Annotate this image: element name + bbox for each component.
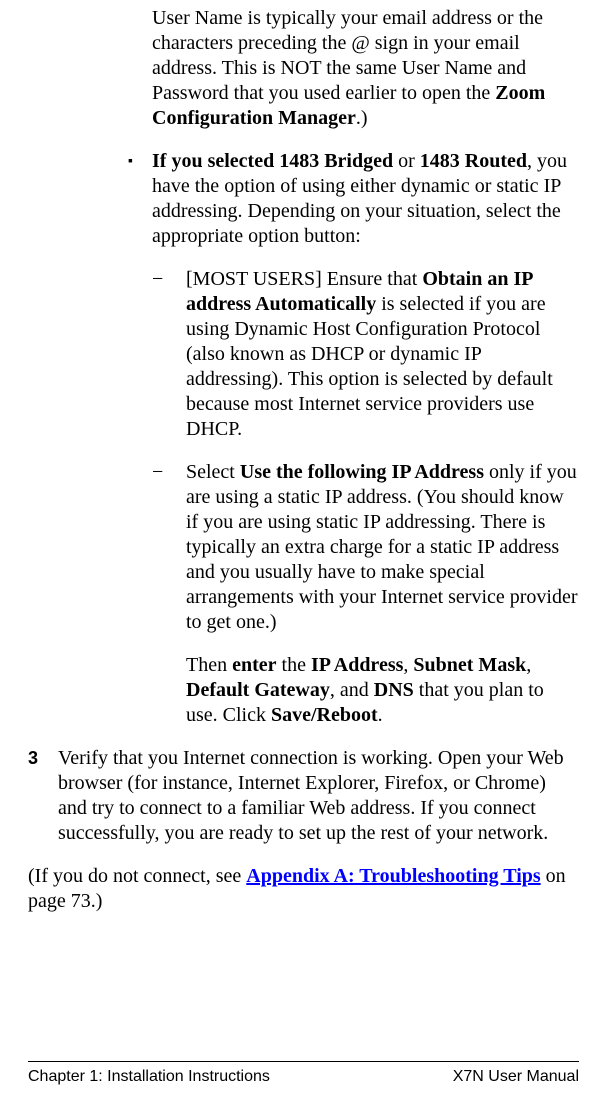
appendix-link[interactable]: Appendix A: Troubleshooting Tips: [246, 865, 540, 887]
b2: IP Address: [311, 654, 403, 676]
sub-item-static-ip: − Select Use the following IP Address on…: [152, 460, 579, 635]
sub2-pre: Select: [186, 461, 240, 483]
bullet-mid: or: [393, 150, 420, 172]
intro-post: .): [356, 107, 368, 129]
sub-item-obtain-auto: − [MOST USERS] Ensure that Obtain an IP …: [152, 267, 579, 442]
footer-manual: X7N User Manual: [453, 1068, 579, 1086]
page-content: User Name is typically your email addres…: [28, 0, 579, 914]
dash-bullet-icon: −: [152, 460, 186, 635]
t1: Then: [186, 654, 232, 676]
b4: Default Gateway: [186, 679, 330, 701]
sub1-pre: [MOST USERS] Ensure that: [186, 268, 422, 290]
t5: , and: [330, 679, 374, 701]
troubleshoot-note: (If you do not connect, see Appendix A: …: [28, 864, 579, 914]
t2: the: [277, 654, 311, 676]
b6: Save/Reboot: [271, 704, 378, 726]
step-3: 3 Verify that you Internet connection is…: [28, 746, 579, 846]
sub1-text: [MOST USERS] Ensure that Obtain an IP ad…: [186, 267, 579, 442]
step3-text: Verify that you Internet connection is w…: [58, 746, 579, 846]
footer-chapter: Chapter 1: Installation Instructions: [28, 1068, 270, 1086]
t3: ,: [403, 654, 413, 676]
note-pre: (If you do not connect, see: [28, 865, 246, 887]
sub2-continue: Then enter the IP Address, Subnet Mask , …: [186, 653, 579, 728]
t7: .: [378, 704, 383, 726]
intro-pre: User Name is typically your email addres…: [152, 7, 543, 104]
dash-bullet-icon: −: [152, 267, 186, 442]
sub1-post: is selected if you are using Dynamic Hos…: [186, 293, 553, 440]
sub2-bold: Use the following IP Address: [240, 461, 484, 483]
b3: Subnet Mask: [413, 654, 526, 676]
step-number: 3: [28, 746, 58, 846]
b5: DNS: [374, 679, 414, 701]
sub2-post: only if you are using a static IP addres…: [186, 461, 578, 633]
bullet-1483: ▪ If you selected 1483 Bridged or 1483 R…: [128, 149, 579, 249]
page-footer: Chapter 1: Installation Instructions X7N…: [28, 1061, 579, 1086]
t4: ,: [526, 654, 531, 676]
b1: enter: [232, 654, 276, 676]
square-bullet-icon: ▪: [128, 149, 152, 249]
intro-paragraph: User Name is typically your email addres…: [152, 6, 579, 131]
bullet-1483-text: If you selected 1483 Bridged or 1483 Rou…: [152, 149, 579, 249]
bullet-lead-bold: If you selected 1483 Bridged: [152, 150, 393, 172]
sub2-text: Select Use the following IP Address only…: [186, 460, 579, 635]
bullet-bold2: 1483 Routed: [420, 150, 527, 172]
